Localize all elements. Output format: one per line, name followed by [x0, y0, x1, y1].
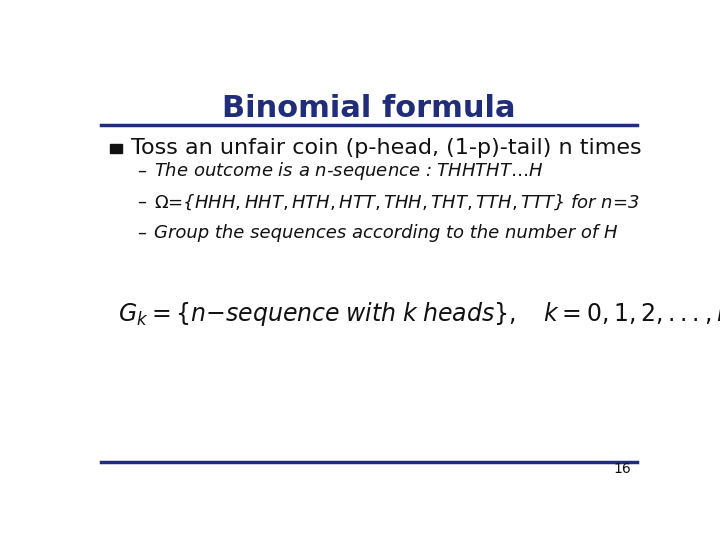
- Text: 16: 16: [613, 462, 631, 476]
- Text: $G_k = \{n{-}sequence \; with \; k \; heads\}, \quad k = 0, 1, 2, ..., n$: $G_k = \{n{-}sequence \; with \; k \; he…: [118, 300, 720, 328]
- Text: Binomial formula: Binomial formula: [222, 94, 516, 123]
- Text: $\Omega$={$HHH,HHT,HTH,HTT,THH,THT,TTH,TTT$} for $n$=3: $\Omega$={$HHH,HHT,HTH,HTT,THH,THT,TTH,T…: [154, 192, 640, 212]
- FancyBboxPatch shape: [109, 144, 122, 153]
- Text: Group the sequences according to the number of H: Group the sequences according to the num…: [154, 224, 618, 242]
- Text: Toss an unfair coin (p-head, (1-p)-tail) n times: Toss an unfair coin (p-head, (1-p)-tail)…: [131, 138, 642, 158]
- Text: –: –: [138, 224, 146, 242]
- Text: –: –: [138, 193, 146, 211]
- Text: –: –: [138, 162, 146, 180]
- Text: The outcome is a $n$-sequence : THHTHT$\ldots$H: The outcome is a $n$-sequence : THHTHT$\…: [154, 160, 544, 182]
